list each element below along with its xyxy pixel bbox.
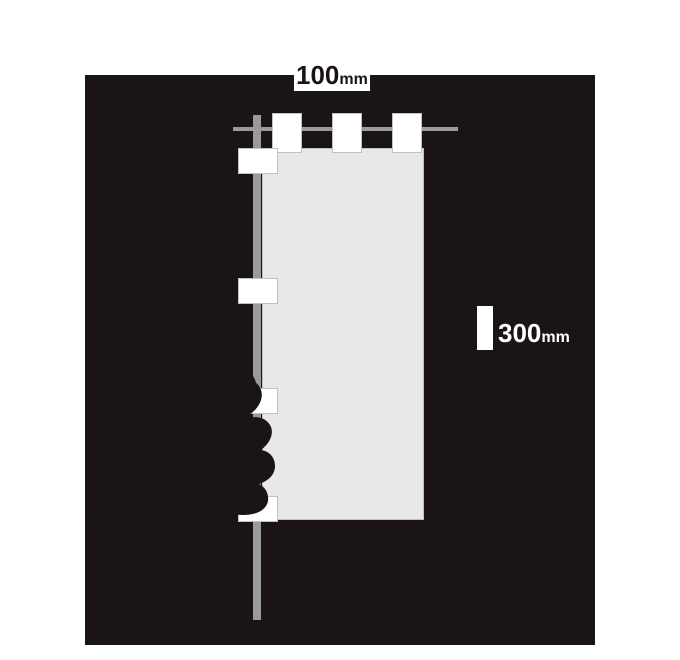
side-tab [238,278,278,304]
height-unit: mm [541,329,569,346]
height-dim-label: 300mm [498,318,570,349]
top-tab [392,113,422,153]
width-unit: mm [339,71,367,88]
hand-silhouette [85,335,295,645]
width-dim-label: 100mm [294,60,370,91]
top-tab [332,113,362,153]
width-dim-tick-right [420,80,422,96]
height-dim-tick-top [477,148,493,150]
side-tab [238,148,278,174]
height-dim-marker [477,306,493,350]
height-dim-tick-bottom [477,516,493,518]
width-dim-tick-left [262,80,264,96]
top-tab [272,113,302,153]
width-value: 100 [296,60,339,90]
height-value: 300 [498,318,541,348]
diagram-container: 100mm 300mm [0,0,680,660]
